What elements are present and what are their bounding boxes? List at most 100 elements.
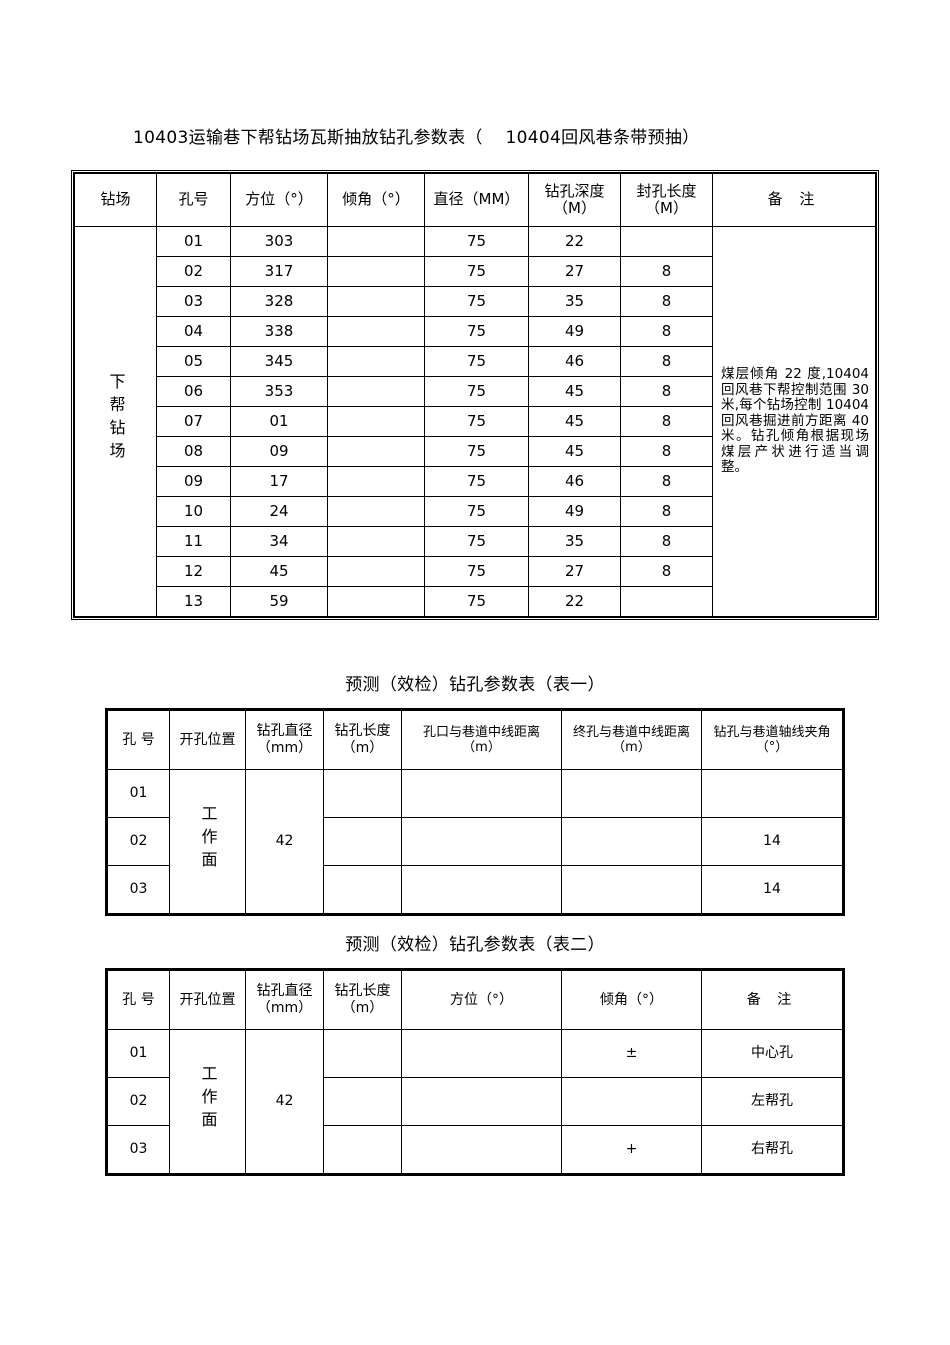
header-seal-line1: 封孔长度 (636, 182, 697, 201)
cell-seal: 8 (620, 406, 713, 437)
cell-azimuth: 01 (230, 406, 328, 437)
cell-diameter: 75 (424, 376, 529, 407)
prediction-table-one: 孔 号 开孔位置 钻孔直径 （mm） 钻孔长度 （m） 孔口与巷道中线距离 （m… (107, 710, 843, 914)
table-row: 06 353 75 45 8 (75, 376, 876, 407)
cell-end-distance (561, 817, 702, 866)
header-diameter: 直径（MM） (424, 173, 529, 227)
cell-depth: 27 (528, 556, 621, 587)
cell-remark: 右帮孔 (701, 1125, 843, 1174)
header-hole-length-line1: 钻孔长度 (334, 983, 391, 1000)
table-header-row: 孔 号 开孔位置 钻孔直径 （mm） 钻孔长度 （m） 方位（°） 倾角（°） … (107, 970, 843, 1030)
cell-azimuth: 303 (230, 226, 328, 257)
prediction-table-one-wrapper: 孔 号 开孔位置 钻孔直径 （mm） 钻孔长度 （m） 孔口与巷道中线距离 （m… (105, 708, 845, 916)
header-hole-diameter-line1: 钻孔直径 (256, 723, 313, 740)
header-remark: 备 注 (712, 173, 876, 227)
table-header-row: 孔 号 开孔位置 钻孔直径 （mm） 钻孔长度 （m） 孔口与巷道中线距离 （m… (107, 710, 843, 770)
header-seal-line2: （M） (645, 200, 688, 217)
cell-depth: 35 (528, 286, 621, 317)
cell-depth: 49 (528, 496, 621, 527)
cell-open-position: 工作面 (169, 1029, 246, 1174)
table-row: 03 328 75 35 8 (75, 286, 876, 317)
cell-hole-diameter: 42 (245, 1029, 324, 1174)
header-hole-length: 钻孔长度 （m） (323, 710, 402, 770)
cell-depth: 45 (528, 406, 621, 437)
cell-diameter: 75 (424, 256, 529, 287)
cell-inclination (327, 586, 425, 617)
cell-azimuth: 328 (230, 286, 328, 317)
cell-seal: 8 (620, 466, 713, 497)
cell-seal: 8 (620, 256, 713, 287)
cell-hole-no: 03 (107, 865, 170, 914)
cell-hole-no: 05 (156, 346, 231, 377)
cell-axis-angle: 14 (701, 817, 843, 866)
cell-hole-no: 10 (156, 496, 231, 527)
cell-inclination: ± (561, 1029, 702, 1078)
cell-seal: 8 (620, 556, 713, 587)
cell-hole-no: 04 (156, 316, 231, 347)
header-hole-diameter-line1: 钻孔直径 (256, 983, 313, 1000)
cell-hole-no: 02 (156, 256, 231, 287)
cell-azimuth: 345 (230, 346, 328, 377)
open-position-label: 工作面 (198, 1064, 218, 1134)
drilling-parameters-table: 钻场 孔号 方位（°） 倾角（°） 直径（MM） 钻孔深度 （M） 封孔长度 （… (74, 173, 876, 617)
header-open-position: 开孔位置 (169, 970, 246, 1030)
cell-hole-length (323, 817, 402, 866)
header-hole-diameter-line2: （mm） (256, 740, 313, 756)
cell-azimuth: 338 (230, 316, 328, 347)
header-remark: 备 注 (701, 970, 843, 1030)
cell-inclination (327, 346, 425, 377)
cell-seal (620, 586, 713, 617)
cell-depth: 49 (528, 316, 621, 347)
header-hole-no: 孔号 (156, 173, 231, 227)
cell-seal: 8 (620, 346, 713, 377)
header-end-distance-line2: （m） (612, 740, 651, 755)
cell-hole-no: 03 (156, 286, 231, 317)
table-row: 12 45 75 27 8 (75, 556, 876, 587)
cell-azimuth: 34 (230, 526, 328, 557)
cell-inclination (327, 376, 425, 407)
cell-hole-diameter: 42 (245, 769, 324, 914)
cell-azimuth: 17 (230, 466, 328, 497)
cell-seal: 8 (620, 286, 713, 317)
cell-diameter: 75 (424, 466, 529, 497)
header-hole-length-line1: 钻孔长度 (334, 723, 391, 740)
cell-open-position: 工作面 (169, 769, 246, 914)
cell-diameter: 75 (424, 586, 529, 617)
cell-seal: 8 (620, 316, 713, 347)
cell-diameter: 75 (424, 316, 529, 347)
page-title: 10403运输巷下帮钻场瓦斯抽放钻孔参数表（ 10404回风巷条带预抽） (133, 128, 700, 148)
table-row: 下帮钻场 01 303 75 22 煤层倾角 22 度,10404 回风巷下帮控… (74, 226, 876, 617)
cell-hole-no: 12 (156, 556, 231, 587)
cell-azimuth: 24 (230, 496, 328, 527)
cell-hole-length (323, 1125, 402, 1174)
header-seal-length: 封孔长度 （M） (620, 173, 713, 227)
table-header-row: 钻场 孔号 方位（°） 倾角（°） 直径（MM） 钻孔深度 （M） 封孔长度 （… (74, 173, 876, 227)
header-axis-angle-line1: 钻孔与巷道轴线夹角 (713, 724, 831, 740)
table-row: 04 338 75 49 8 (75, 316, 876, 347)
header-axis-angle: 钻孔与巷道轴线夹角 （°） (701, 710, 843, 770)
cell-seal (620, 226, 713, 257)
cell-hole-no: 01 (107, 1029, 170, 1078)
table-row: 02 14 (107, 817, 843, 866)
cell-inclination (327, 256, 425, 287)
cell-depth: 22 (528, 586, 621, 617)
cell-azimuth (401, 1125, 562, 1174)
cell-azimuth: 317 (230, 256, 328, 287)
cell-inclination (327, 496, 425, 527)
table-row: 11 34 75 35 8 (75, 526, 876, 557)
header-inclination: 倾角（°） (327, 173, 425, 227)
table-row: 01 工作面 42 (107, 769, 843, 914)
table-row: 03 14 (107, 865, 843, 914)
cell-seal: 8 (620, 436, 713, 467)
cell-azimuth: 09 (230, 436, 328, 467)
cell-depth: 45 (528, 436, 621, 467)
table-row: 05 345 75 46 8 (75, 346, 876, 377)
site-label-cell: 下帮钻场 (74, 226, 157, 617)
table-row: 01 工作面 42 ± 中心孔 (107, 1029, 843, 1174)
header-azimuth: 方位（°） (401, 970, 562, 1030)
cell-inclination (327, 556, 425, 587)
header-site: 钻场 (74, 173, 157, 227)
header-hole-length: 钻孔长度 （m） (323, 970, 402, 1030)
header-inclination: 倾角（°） (561, 970, 702, 1030)
